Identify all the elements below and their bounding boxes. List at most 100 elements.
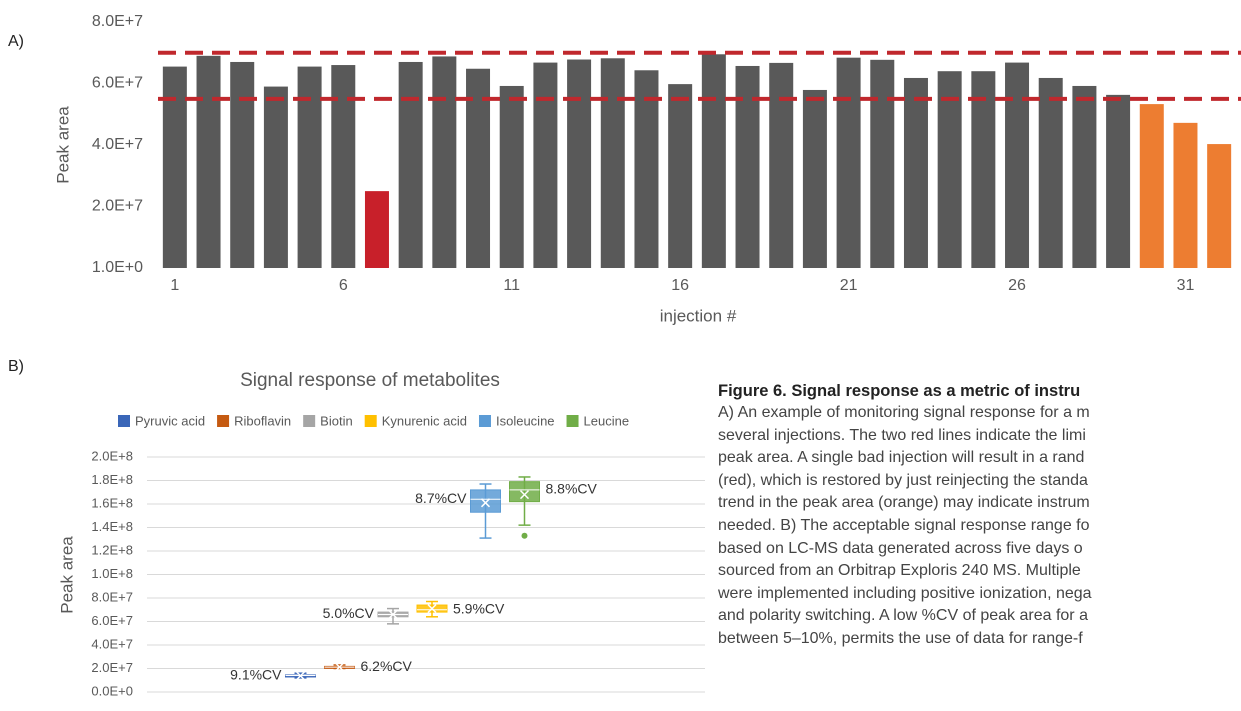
- legend-swatch: [478, 415, 491, 427]
- bar: [668, 84, 693, 269]
- bar: [634, 70, 659, 269]
- y-tick-label: 1.8E+8: [91, 472, 133, 487]
- legend-swatch: [217, 415, 230, 427]
- mean-marker: [427, 604, 437, 614]
- bar: [1207, 144, 1232, 268]
- cv-label: 5.9%CV: [453, 600, 505, 616]
- bar: [331, 65, 356, 268]
- x-tick-label: 26: [1008, 277, 1026, 294]
- x-tick-label: 11: [503, 277, 520, 294]
- legend-label: Pyruvic acid: [135, 413, 205, 428]
- bar: [769, 62, 794, 269]
- bar: [162, 66, 187, 269]
- box: [509, 481, 540, 503]
- bar: [1106, 94, 1131, 268]
- y-tick-label: 0.0E+0: [91, 683, 133, 698]
- caption-line: between 5–10%, permits the use of data f…: [718, 629, 1083, 647]
- y-tick-label: 1.0E+8: [91, 566, 133, 581]
- x-axis-title: injection #: [660, 306, 737, 325]
- bar: [398, 61, 423, 268]
- bar: [870, 59, 895, 268]
- y-tick-label: 2.0E+8: [91, 448, 133, 463]
- panel-label: A): [8, 33, 24, 50]
- y-tick-label: 2.0E+7: [91, 660, 133, 675]
- y-tick-label: 1.2E+8: [91, 542, 133, 557]
- bar: [1139, 104, 1164, 268]
- legend-swatch: [566, 415, 579, 427]
- y-tick-label: 8.0E+7: [92, 13, 143, 30]
- legend-swatch: [118, 415, 130, 427]
- bar: [364, 191, 389, 268]
- cv-label: 6.2%CV: [361, 658, 413, 674]
- caption-line: needed. B) The acceptable signal respons…: [718, 516, 1090, 534]
- legend-label: Isoleucine: [496, 413, 555, 428]
- bar: [836, 57, 861, 269]
- x-tick-label: 21: [840, 277, 858, 294]
- box: [470, 489, 501, 513]
- cv-label: 5.0%CV: [323, 605, 375, 621]
- cv-label: 8.8%CV: [546, 481, 598, 497]
- cv-label: 9.1%CV: [230, 666, 282, 682]
- caption-title: Figure 6. Signal response as a metric of…: [718, 382, 1081, 400]
- x-tick-label: 16: [671, 277, 689, 294]
- chart-title: Signal response of metabolites: [240, 370, 500, 391]
- bar: [937, 71, 962, 268]
- x-tick-label: 6: [339, 277, 348, 294]
- bar: [432, 56, 457, 268]
- legend-swatch: [303, 415, 316, 427]
- bar: [701, 54, 726, 268]
- y-tick-label: 1.6E+8: [91, 495, 133, 510]
- mean-marker: [388, 609, 398, 619]
- y-tick-label: 2.0E+7: [92, 198, 143, 215]
- y-axis-title: Peak area: [57, 536, 76, 614]
- y-tick-label: 4.0E+7: [91, 636, 133, 651]
- bar: [802, 89, 827, 268]
- bar: [903, 77, 928, 269]
- caption-line: trend in the peak area (orange) may indi…: [718, 494, 1090, 512]
- bar: [1005, 62, 1030, 269]
- y-tick-label: 6.0E+7: [92, 75, 143, 92]
- caption-line: A) An example of monitoring signal respo…: [718, 404, 1090, 421]
- caption-line: several injections. The two red lines in…: [718, 426, 1086, 444]
- mean-marker: [519, 490, 530, 500]
- bar: [196, 55, 221, 269]
- bar: [1173, 122, 1198, 268]
- y-tick-label: 1.4E+8: [91, 519, 133, 534]
- mean-marker: [480, 498, 491, 508]
- bar: [971, 71, 996, 268]
- caption-line: sourced from an Orbitrap Exploris 240 MS…: [718, 562, 1081, 580]
- y-tick-label: 1.0E+0: [92, 259, 143, 276]
- caption: Figure 6. Signal response as a metric of…: [718, 380, 1241, 651]
- cv-label: 8.7%CV: [415, 490, 467, 506]
- caption-line: (red), which is restored by just reinjec…: [718, 471, 1088, 489]
- bar: [567, 59, 592, 268]
- y-tick-label: 8.0E+7: [91, 589, 133, 604]
- mean-marker: [295, 671, 306, 681]
- x-tick-label: 1: [170, 277, 179, 294]
- legend-swatch: [364, 415, 377, 427]
- bar: [1072, 85, 1097, 269]
- legend-label: Kynurenic acid: [382, 413, 467, 428]
- bar: [297, 66, 322, 269]
- bar: [263, 86, 288, 268]
- bar: [735, 65, 760, 268]
- y-axis-title: Peak area: [53, 106, 72, 184]
- caption-line: and polarity switching. A low %CV of pea…: [718, 607, 1088, 625]
- bar: [533, 62, 558, 269]
- bar: [466, 68, 491, 269]
- caption-line: were implemented including positive ioni…: [718, 584, 1092, 602]
- x-tick-label: 31: [1177, 277, 1195, 294]
- legend-label: Biotin: [320, 413, 353, 428]
- caption-line: peak area. A single bad injection will r…: [718, 449, 1085, 467]
- y-tick-label: 4.0E+7: [92, 136, 143, 153]
- outlier: [521, 532, 528, 539]
- panel-label: B): [8, 358, 24, 375]
- y-tick-label: 6.0E+7: [91, 613, 133, 628]
- mean-marker: [334, 662, 345, 672]
- caption-line: based on LC-MS data generated across fiv…: [718, 539, 1083, 557]
- bar: [230, 61, 255, 268]
- bar: [600, 58, 625, 268]
- legend-label: Riboflavin: [234, 413, 291, 428]
